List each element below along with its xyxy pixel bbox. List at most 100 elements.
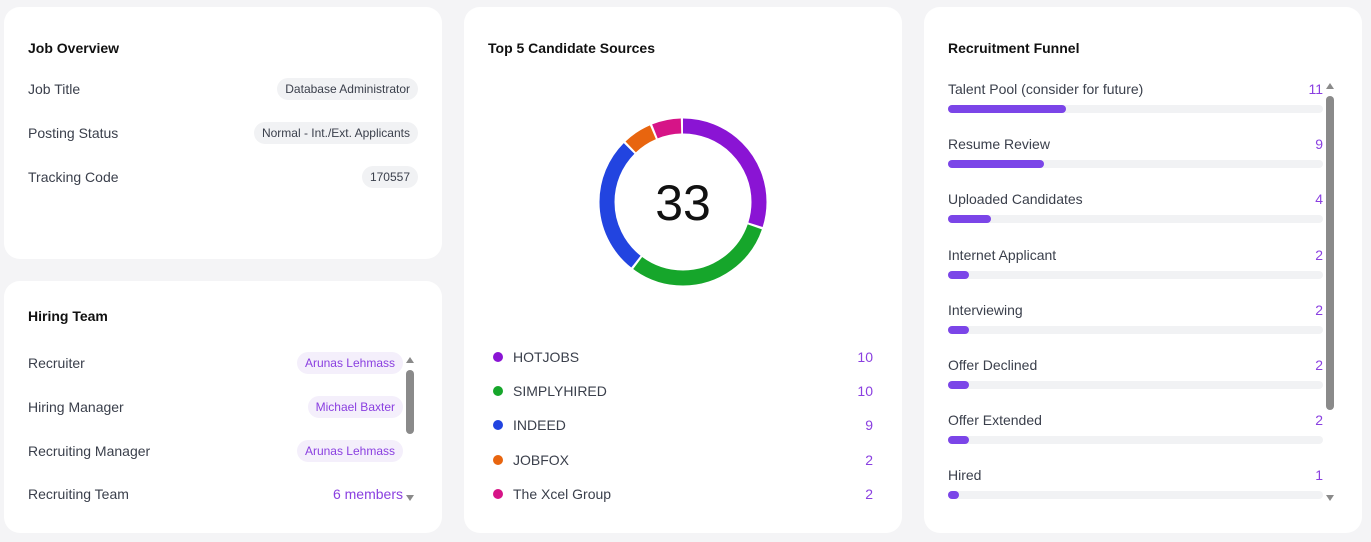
recruitment-funnel-card: Recruitment Funnel Talent Pool (consider… <box>924 7 1362 533</box>
funnel-stage-label: Uploaded Candidates <box>948 191 1083 207</box>
legend-dot <box>493 386 503 396</box>
funnel-stage-value: 4 <box>1315 191 1323 207</box>
recruiting-team-value[interactable]: 6 members <box>332 486 403 502</box>
funnel-stage-label: Resume Review <box>948 136 1050 152</box>
funnel-stage[interactable]: Uploaded Candidates 4 <box>948 189 1323 229</box>
funnel-stage-bar <box>948 160 1045 168</box>
funnel-stage[interactable]: Interviewing 2 <box>948 300 1323 340</box>
recruiter-label: Recruiter <box>28 355 85 371</box>
funnel-stage-header: Resume Review 9 <box>948 134 1323 154</box>
funnel-stage-bar <box>948 491 960 499</box>
funnel-stage-label: Offer Extended <box>948 412 1042 428</box>
hiring-manager-label: Hiring Manager <box>28 399 124 415</box>
funnel-stage[interactable]: Offer Extended 2 <box>948 410 1323 450</box>
funnel-stage-header: Internet Applicant 2 <box>948 245 1323 265</box>
scroll-up-arrow-icon[interactable] <box>406 357 414 363</box>
hiring-manager-value[interactable]: Michael Baxter <box>307 396 403 418</box>
funnel-stage-track <box>948 326 1323 334</box>
recruiting-team-label: Recruiting Team <box>28 486 129 502</box>
posting-status-row: Posting Status Normal - Int./Ext. Applic… <box>28 121 418 145</box>
tracking-code-row: Tracking Code 170557 <box>28 165 418 189</box>
donut-slice-hotjobs[interactable] <box>599 118 767 286</box>
funnel-stage-label: Offer Declined <box>948 357 1038 373</box>
donut-slice-simplyhired[interactable] <box>599 118 767 286</box>
funnel-stage-value: 9 <box>1315 136 1323 152</box>
funnel-stage-value: 1 <box>1315 467 1323 483</box>
funnel-stage-bar <box>948 215 991 223</box>
recruiting-team-row: Recruiting Team 6 members <box>28 482 403 506</box>
funnel-stage-track <box>948 436 1323 444</box>
candidate-sources-card: Top 5 Candidate Sources 33 HOTJOBS 10 SI… <box>464 7 902 533</box>
funnel-stage-value: 2 <box>1315 412 1323 428</box>
funnel-stage-bar <box>948 326 970 334</box>
tracking-code-label: Tracking Code <box>28 169 119 185</box>
funnel-stage-bar <box>948 271 970 279</box>
recruiting-manager-label: Recruiting Manager <box>28 443 151 459</box>
funnel-stage-track <box>948 215 1323 223</box>
funnel-stage[interactable]: Talent Pool (consider for future) 11 <box>948 79 1323 119</box>
tracking-code-value: 170557 <box>361 166 418 188</box>
recruiting-manager-row: Recruiting Manager Arunas Lehmass <box>28 439 403 463</box>
scrollbar-thumb[interactable] <box>1326 96 1334 410</box>
recruiting-manager-value[interactable]: Arunas Lehmass <box>296 440 403 462</box>
legend-item-xcel-group: The Xcel Group 2 <box>493 483 873 505</box>
legend-label: The Xcel Group <box>513 486 612 502</box>
recruiter-value[interactable]: Arunas Lehmass <box>296 352 403 374</box>
scroll-down-arrow-icon[interactable] <box>406 495 414 501</box>
funnel-stage-label: Hired <box>948 467 982 483</box>
funnel-stage-header: Offer Extended 2 <box>948 410 1323 430</box>
legend-label: JOBFOX <box>513 452 570 468</box>
recruiter-row: Recruiter Arunas Lehmass <box>28 351 403 375</box>
job-title-label: Job Title <box>28 81 81 97</box>
funnel-stage-bar <box>948 381 970 389</box>
sources-donut-chart: 33 <box>599 118 767 286</box>
funnel-stage-value: 2 <box>1315 357 1323 373</box>
legend-dot <box>493 352 503 362</box>
legend-value: 9 <box>865 417 873 433</box>
legend-value: 2 <box>865 486 873 502</box>
scroll-down-arrow-icon[interactable] <box>1326 495 1334 501</box>
funnel-stage-header: Interviewing 2 <box>948 300 1323 320</box>
funnel-stage-value: 2 <box>1315 302 1323 318</box>
job-title-value: Database Administrator <box>277 78 418 100</box>
funnel-stage-track <box>948 491 1323 499</box>
funnel-stage[interactable]: Internet Applicant 2 <box>948 245 1323 285</box>
legend-label: SIMPLYHIRED <box>513 383 607 399</box>
funnel-stage-header: Uploaded Candidates 4 <box>948 189 1323 209</box>
legend-dot <box>493 455 503 465</box>
candidate-sources-title: Top 5 Candidate Sources <box>488 40 655 56</box>
funnel-stage[interactable]: Hired 1 <box>948 465 1323 505</box>
hiring-team-title: Hiring Team <box>28 308 108 324</box>
funnel-stage-header: Talent Pool (consider for future) 11 <box>948 79 1323 99</box>
posting-status-value: Normal - Int./Ext. Applicants <box>253 122 418 144</box>
job-overview-title: Job Overview <box>28 40 120 56</box>
funnel-stage-bar <box>948 105 1066 113</box>
funnel-stage-value: 2 <box>1315 247 1323 263</box>
job-title-row: Job Title Database Administrator <box>28 77 418 101</box>
funnel-stage-label: Interviewing <box>948 302 1023 318</box>
funnel-stage-value: 11 <box>1308 81 1323 97</box>
funnel-stage-track <box>948 381 1323 389</box>
legend-item-indeed: INDEED 9 <box>493 414 873 436</box>
legend-label: INDEED <box>513 417 566 433</box>
funnel-stage-track <box>948 271 1323 279</box>
funnel-stage-header: Hired 1 <box>948 465 1323 485</box>
legend-item-jobfox: JOBFOX 2 <box>493 449 873 471</box>
donut-slice-indeed[interactable] <box>599 118 767 286</box>
funnel-stage[interactable]: Resume Review 9 <box>948 134 1323 174</box>
funnel-stage[interactable]: Offer Declined 2 <box>948 355 1323 395</box>
scrollbar-thumb[interactable] <box>406 370 414 434</box>
hiring-team-card: Hiring Team Recruiter Arunas Lehmass Hir… <box>4 281 442 533</box>
funnel-stage-bar <box>948 436 970 444</box>
posting-status-label: Posting Status <box>28 125 119 141</box>
sources-total: 33 <box>655 175 711 231</box>
hiring-manager-row: Hiring Manager Michael Baxter <box>28 395 403 419</box>
legend-label: HOTJOBS <box>513 349 580 365</box>
funnel-stage-header: Offer Declined 2 <box>948 355 1323 375</box>
legend-value: 2 <box>865 452 873 468</box>
legend-dot <box>493 420 503 430</box>
scroll-up-arrow-icon[interactable] <box>1326 83 1334 89</box>
legend-dot <box>493 489 503 499</box>
legend-item-hotjobs: HOTJOBS 10 <box>493 346 873 368</box>
funnel-stage-track <box>948 105 1323 113</box>
